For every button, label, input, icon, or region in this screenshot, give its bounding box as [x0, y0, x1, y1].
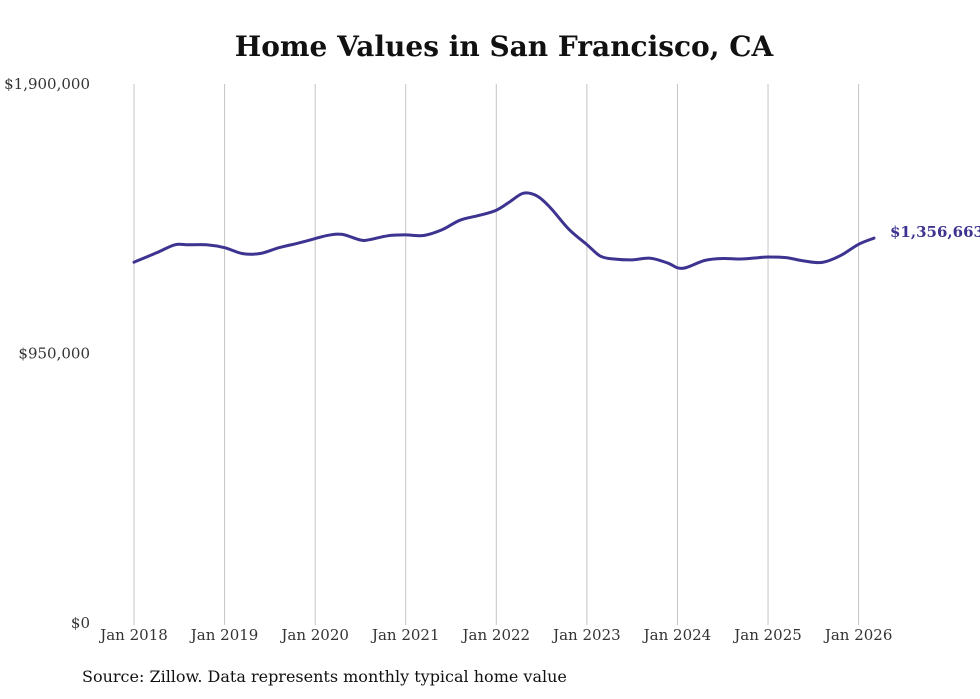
y-axis: $0 $950,000 $1,900,000 [4, 75, 90, 632]
x-tick-label: Jan 2023 [551, 626, 621, 644]
source-note: Source: Zillow. Data represents monthly … [82, 667, 567, 686]
y-tick-label: $1,900,000 [4, 75, 90, 93]
x-tick-label: Jan 2026 [823, 626, 893, 644]
x-axis: Jan 2018 Jan 2019 Jan 2020 Jan 2021 Jan 2022… [98, 626, 892, 644]
x-tick-label: Jan 2020 [279, 626, 349, 644]
x-tick-label: Jan 2021 [370, 626, 440, 644]
y-tick-label: $0 [71, 614, 90, 632]
x-tick-label: Jan 2025 [732, 626, 802, 644]
series-line [132, 191, 876, 270]
gridlines [133, 84, 860, 625]
y-tick-label: $950,000 [18, 345, 90, 363]
series-layer: $1,356,663 [132, 191, 980, 270]
chart-title: Home Values in San Francisco, CA [234, 30, 774, 63]
x-tick-label: Jan 2019 [189, 626, 259, 644]
x-tick-label: Jan 2024 [642, 626, 712, 644]
x-tick-label: Jan 2018 [98, 626, 168, 644]
end-value-label: $1,356,663 [890, 223, 980, 241]
x-tick-label: Jan 2022 [461, 626, 531, 644]
